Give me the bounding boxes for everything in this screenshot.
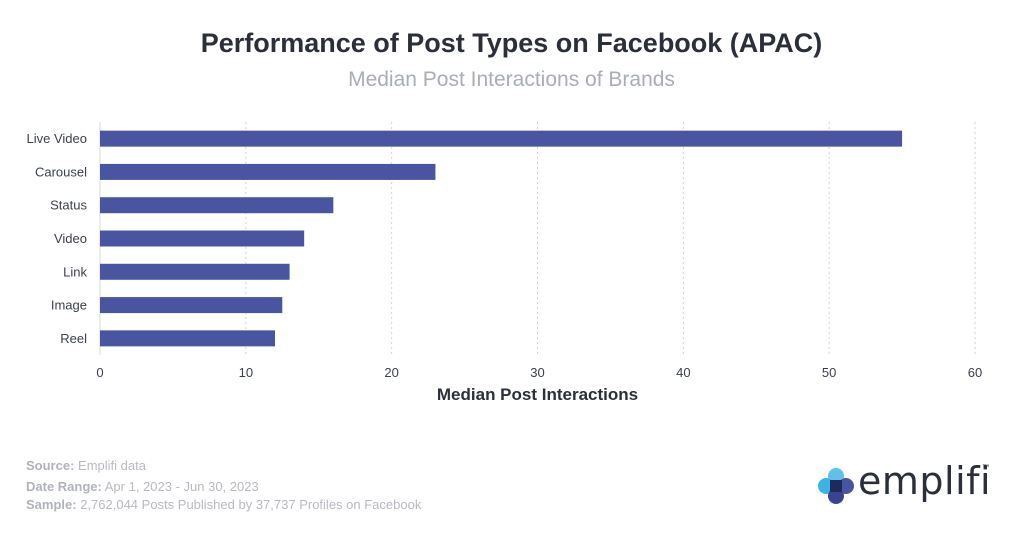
category-label: Image	[51, 298, 87, 313]
x-tick-label: 30	[530, 365, 544, 380]
bar-video	[100, 230, 305, 247]
x-tick-label: 50	[822, 365, 836, 380]
bar-image	[100, 297, 283, 314]
bar-reel	[100, 330, 275, 347]
bar-link	[100, 263, 290, 280]
category-label: Link	[63, 264, 87, 279]
bar-carousel	[100, 163, 436, 180]
category-label: Carousel	[35, 164, 87, 179]
category-label: Video	[54, 231, 87, 246]
x-axis-title: Median Post Interactions	[437, 385, 638, 404]
x-tick-label: 60	[968, 365, 982, 380]
footer-source: Source: Emplifi data	[26, 458, 146, 473]
date-range-value: Apr 1, 2023 - Jun 30, 2023	[104, 479, 259, 494]
bar-status	[100, 197, 334, 214]
sample-label: Sample:	[26, 497, 77, 512]
emplifi-logo: emplifi ™	[816, 459, 996, 506]
x-tick-label: 0	[96, 365, 103, 380]
category-label: Live Video	[27, 131, 87, 146]
x-tick-label: 20	[384, 365, 398, 380]
emplifi-mark-icon	[818, 468, 854, 504]
x-tick-label: 10	[239, 365, 253, 380]
chart-subtitle: Median Post Interactions of Brands	[348, 68, 675, 91]
footer-sample: Sample: 2,762,044 Posts Published by 37,…	[26, 497, 421, 512]
source-label: Source:	[26, 458, 75, 473]
emplifi-wordmark: emplifi	[858, 459, 992, 503]
chart-title: Performance of Post Types on Facebook (A…	[200, 28, 823, 58]
date-range-label: Date Range:	[26, 479, 102, 494]
source-value: Emplifi data	[78, 458, 146, 473]
footer-date-range: Date Range: Apr 1, 2023 - Jun 30, 2023	[26, 479, 259, 494]
sample-value: 2,762,044 Posts Published by 37,737 Prof…	[80, 497, 422, 512]
category-label: Status	[50, 198, 87, 213]
x-tick-label: 40	[676, 365, 690, 380]
bar-live-video	[100, 130, 903, 147]
trademark: ™	[982, 464, 989, 471]
category-label: Reel	[60, 331, 87, 346]
